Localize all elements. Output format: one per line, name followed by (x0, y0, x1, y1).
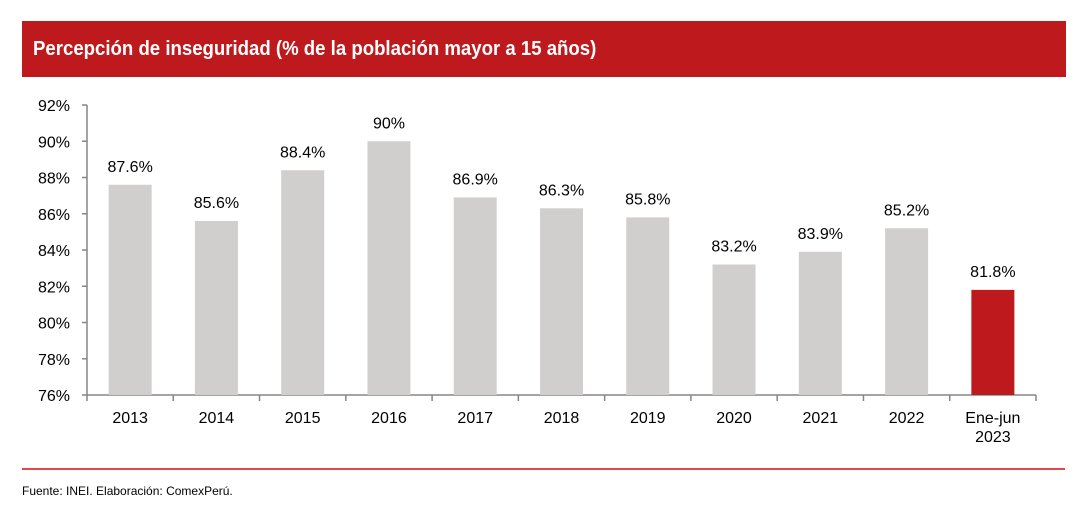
x-tick-label: 2019 (630, 410, 666, 427)
y-tick-label: 78% (38, 352, 70, 369)
x-tick-label: 2017 (457, 410, 493, 427)
y-tick-label: 90% (38, 134, 70, 151)
y-tick-label: 88% (38, 171, 70, 188)
bar-2020 (712, 264, 756, 395)
data-label: 85.6% (194, 195, 239, 212)
data-label: 86.9% (453, 171, 498, 188)
bars (108, 141, 1015, 395)
data-label: 90% (373, 115, 405, 132)
data-label: 86.3% (539, 182, 584, 199)
title-banner: Percepción de inseguridad (% de la pobla… (22, 21, 1066, 77)
bar-2017 (453, 197, 497, 395)
x-tick-label: 2015 (285, 410, 321, 427)
data-label: 81.8% (970, 264, 1015, 281)
bar-2022 (885, 228, 929, 395)
data-labels: 87.6% 85.6% 88.4% 90% 86.9% 86.3% 85.8% 83.2% 83… (107, 115, 1015, 281)
footer-divider (22, 468, 1065, 470)
x-tick-label: 2020 (716, 410, 752, 427)
data-label: 85.2% (884, 202, 929, 219)
y-tick-label: 92% (38, 98, 70, 115)
y-tick-label: 80% (38, 316, 70, 333)
data-label: 83.9% (798, 226, 843, 243)
data-label: 83.2% (711, 239, 756, 256)
y-tick-label: 82% (38, 279, 70, 296)
x-tick-label: 2022 (889, 410, 925, 427)
chart-title: Percepción de inseguridad (% de la pobla… (33, 38, 597, 60)
x-tick-label: 2013 (112, 410, 148, 427)
data-label: 85.8% (625, 191, 670, 208)
bar-2013 (108, 184, 152, 395)
y-tick-label: 84% (38, 243, 70, 260)
bar-2015 (281, 170, 325, 395)
x-tick-label: 2014 (199, 410, 235, 427)
source-note: Fuente: INEI. Elaboración: ComexPerú. (22, 484, 233, 498)
bar-2018 (540, 208, 583, 395)
x-tick-label: 2018 (544, 410, 580, 427)
data-label: 88.4% (280, 144, 325, 161)
x-tick-label: 2016 (371, 410, 407, 427)
x-tick-label: Ene-jun 2023 (965, 410, 1020, 446)
bar-ene-jun-2023 (971, 289, 1015, 395)
y-tick-label: 76% (38, 388, 70, 405)
data-label: 87.6% (107, 159, 152, 176)
y-tick-label: 86% (38, 207, 70, 224)
y-axis: 76% 78% 80% 82% 84% 86% 88% 90% 92% (38, 98, 88, 405)
bar-2019 (626, 217, 670, 395)
x-axis: 2013 2014 2015 2016 2017 2018 2019 2020 2021 2022… (86, 394, 1037, 446)
x-tick-label: 2021 (803, 410, 839, 427)
bar-2014 (194, 221, 238, 395)
bar-2016 (367, 141, 411, 395)
bar-2021 (798, 251, 842, 395)
